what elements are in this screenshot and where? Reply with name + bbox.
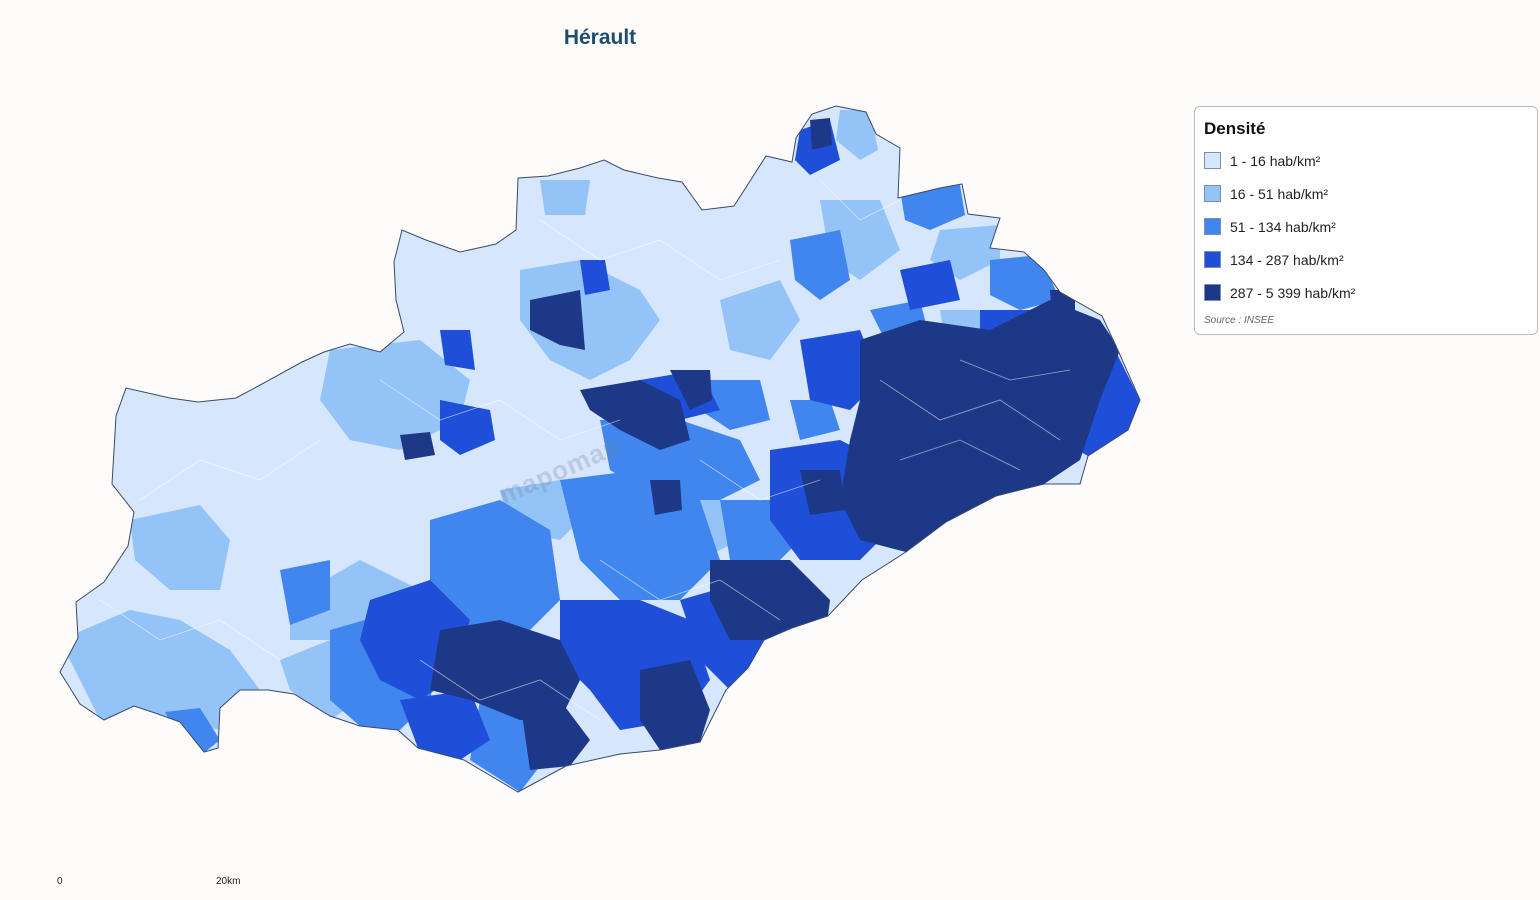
region-class-4[interactable]: [400, 690, 490, 760]
region-class-2[interactable]: [130, 505, 230, 590]
legend-swatch: [1204, 218, 1221, 235]
region-class-5[interactable]: [430, 620, 580, 720]
region-class-4[interactable]: [440, 330, 475, 370]
legend-item[interactable]: 134 - 287 hab/km²: [1204, 243, 1528, 276]
region-class-5[interactable]: [800, 470, 845, 515]
legend-label: 287 - 5 399 hab/km²: [1230, 284, 1356, 301]
region-class-5[interactable]: [840, 300, 1120, 552]
region-class-2[interactable]: [60, 610, 260, 730]
region-class-3[interactable]: [165, 708, 220, 752]
region-class-3[interactable]: [900, 185, 965, 230]
legend-item[interactable]: 1 - 16 hab/km²: [1204, 144, 1528, 177]
region-class-3[interactable]: [430, 500, 560, 640]
region-class-5[interactable]: [670, 370, 712, 410]
region-class-2[interactable]: [720, 280, 800, 360]
legend-swatch: [1204, 152, 1221, 169]
legend-item[interactable]: 287 - 5 399 hab/km²: [1204, 276, 1528, 309]
region-class-2[interactable]: [540, 180, 590, 215]
legend-swatch: [1204, 185, 1221, 202]
region-class-4[interactable]: [580, 260, 610, 295]
legend-source: Source : INSEE: [1204, 315, 1275, 326]
region-class-4[interactable]: [900, 260, 960, 310]
scale-end-label: 20km: [216, 876, 241, 887]
legend-label: 16 - 51 hab/km²: [1230, 185, 1329, 202]
legend-swatch: [1204, 251, 1221, 268]
region-class-5[interactable]: [710, 560, 830, 640]
legend: Densité 1 - 16 hab/km² 16 - 51 hab/km² 5…: [1194, 106, 1538, 335]
region-class-2[interactable]: [836, 110, 878, 160]
region-class-2[interactable]: [520, 260, 660, 380]
region-class-2[interactable]: [320, 340, 470, 450]
legend-swatch: [1204, 284, 1221, 301]
region-class-5[interactable]: [530, 290, 585, 350]
region-class-5[interactable]: [520, 700, 590, 770]
legend-label: 134 - 287 hab/km²: [1230, 251, 1344, 268]
legend-label: 51 - 134 hab/km²: [1230, 218, 1336, 235]
map-title: Hérault: [563, 26, 637, 49]
region-class-3[interactable]: [790, 230, 850, 300]
region-class-5[interactable]: [650, 480, 682, 515]
region-class-5[interactable]: [640, 660, 710, 750]
region-class-5[interactable]: [810, 118, 832, 150]
region-class-3[interactable]: [700, 380, 770, 430]
legend-item[interactable]: 16 - 51 hab/km²: [1204, 177, 1528, 210]
region-class-5[interactable]: [400, 432, 435, 460]
legend-label: 1 - 16 hab/km²: [1230, 152, 1321, 169]
region-class-3[interactable]: [280, 560, 330, 625]
commune-boundaries: [99, 179, 1071, 721]
legend-item[interactable]: 51 - 134 hab/km²: [1204, 210, 1528, 243]
scale-start-label: 0: [57, 876, 63, 887]
region-class-4[interactable]: [440, 400, 495, 455]
region-class-3[interactable]: [790, 400, 840, 440]
region-class-5[interactable]: [580, 380, 690, 450]
legend-title: Densité: [1204, 119, 1266, 138]
